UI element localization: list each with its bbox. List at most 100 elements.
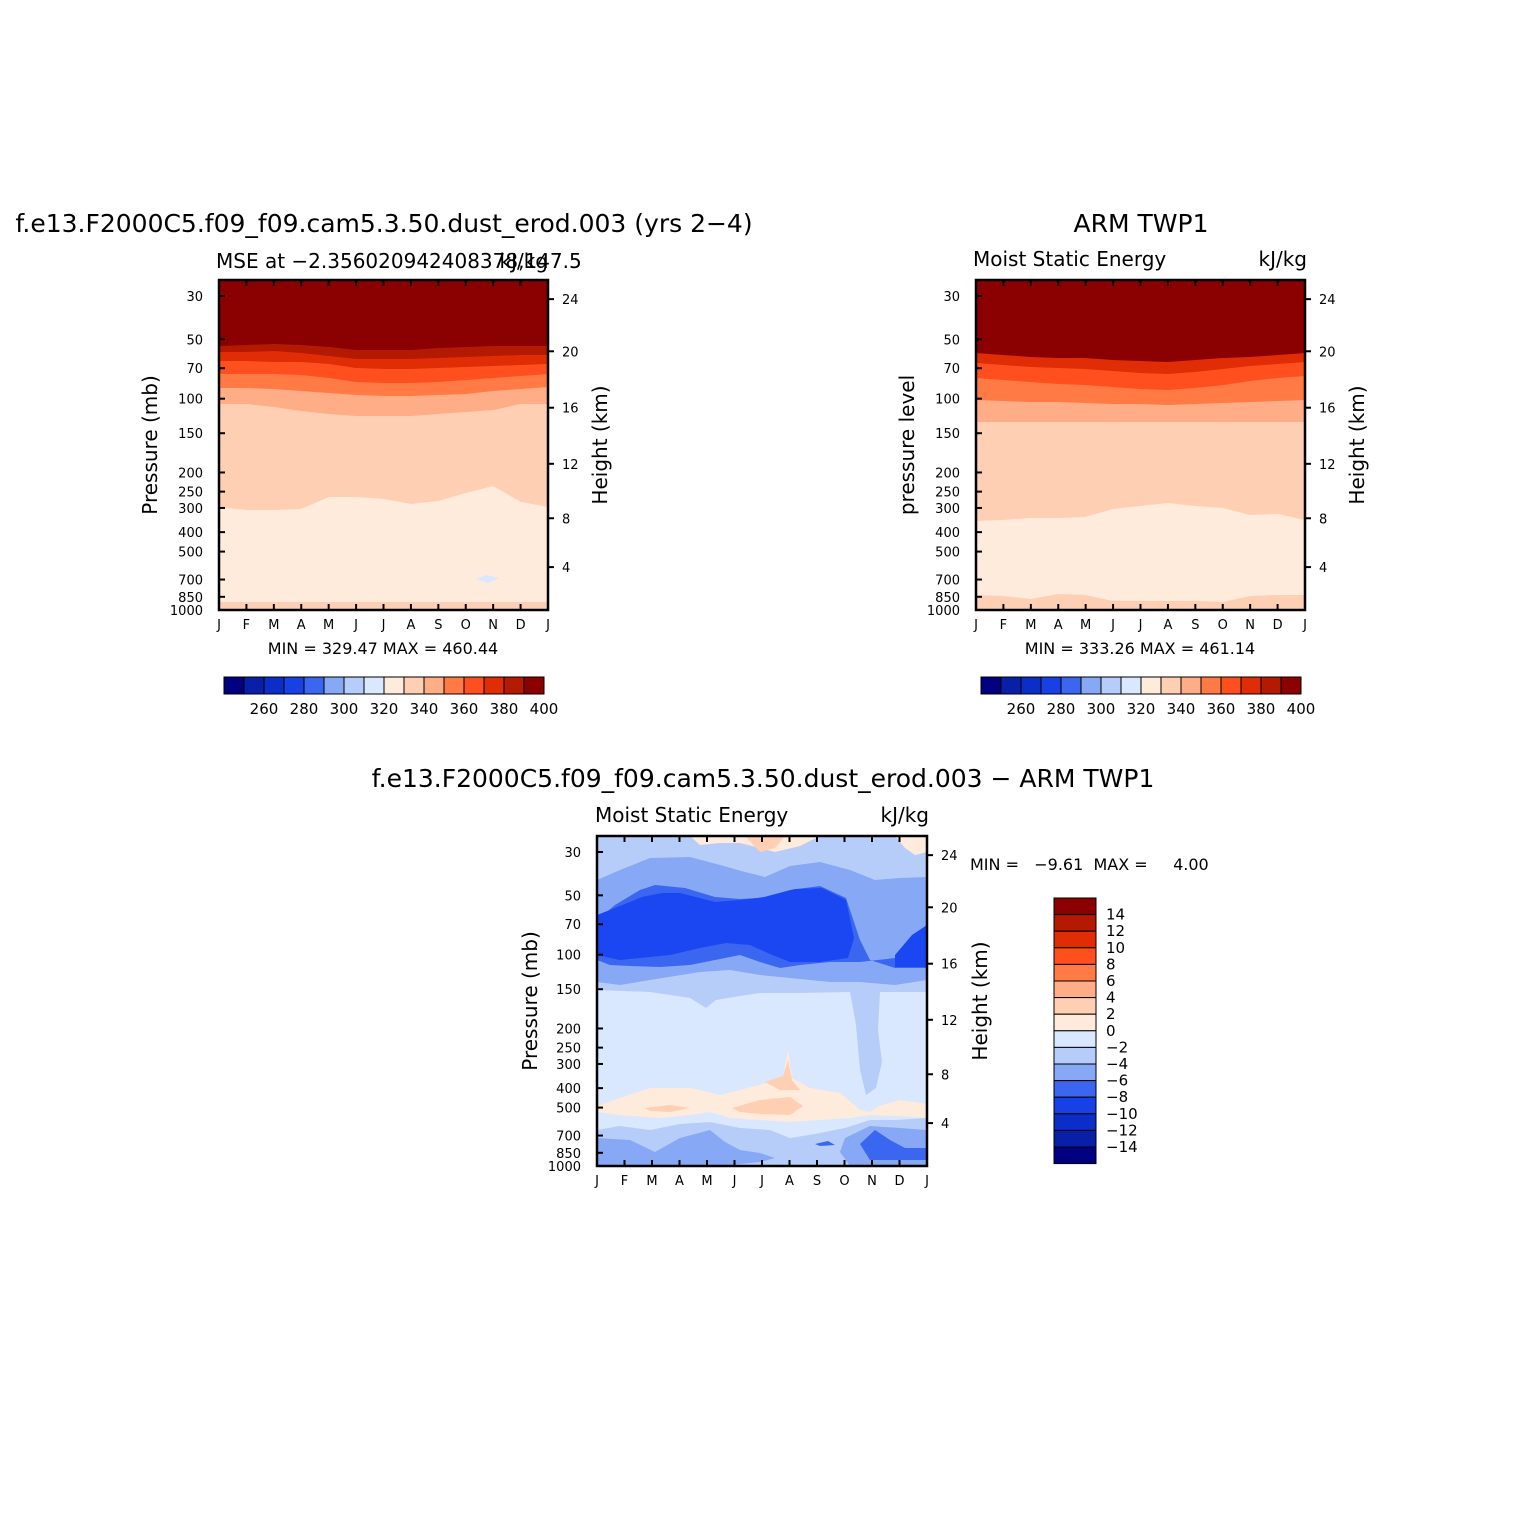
- x-tick-label: M: [701, 1174, 712, 1189]
- colorbar-swatch: [503, 676, 525, 695]
- x-tick-label: J: [732, 1174, 737, 1189]
- contour-fill-small-minimum: [476, 575, 499, 583]
- contour-fill-2-4: [765, 1060, 800, 1090]
- y-right-tick-label: 20: [941, 901, 958, 916]
- colorbar-swatch: [1053, 1146, 1097, 1165]
- y-tick-label: 300: [935, 502, 960, 517]
- x-tick-label: A: [1163, 618, 1172, 633]
- colorbar-swatch: [1053, 897, 1097, 916]
- contour-fill-neg10-neg8: [597, 888, 854, 962]
- colorbar-label: −8: [1106, 1088, 1128, 1106]
- colorbar-swatch: [423, 676, 445, 695]
- x-tick-label: A: [785, 1174, 794, 1189]
- colorbar-swatch: [483, 676, 505, 695]
- y-tick-label: 1000: [170, 604, 203, 619]
- y-tick-label: 700: [556, 1130, 581, 1145]
- colorbar-swatch: [1100, 676, 1122, 695]
- x-tick-label: J: [1302, 618, 1307, 633]
- colorbar-swatch: [343, 676, 365, 695]
- colorbar-label: 14: [1106, 906, 1125, 924]
- x-tick-label: O: [839, 1174, 849, 1189]
- y-tick-label: 400: [556, 1082, 581, 1097]
- colorbar-swatch: [1080, 676, 1102, 695]
- contour-fill-neg8-neg6: [860, 1130, 927, 1160]
- y-tick-label: 30: [186, 290, 203, 305]
- contour-fill-neg6-neg4: [597, 1130, 775, 1166]
- panel-title: ARM TWP1: [1074, 209, 1209, 238]
- colorbar-swatch: [443, 676, 465, 695]
- y-tick-label: 200: [556, 1022, 581, 1037]
- x-tick-label: J: [594, 1174, 599, 1189]
- y-tick-label: 30: [564, 846, 581, 861]
- y-tick-label: 500: [556, 1102, 581, 1117]
- colorbar-swatch: [1053, 997, 1097, 1015]
- y-tick-label: 300: [556, 1058, 581, 1073]
- colorbar-label: −6: [1106, 1072, 1128, 1090]
- colorbar-swatch: [1053, 1030, 1097, 1048]
- colorbar-swatch: [1053, 1046, 1097, 1065]
- x-tick-label: F: [1000, 618, 1007, 633]
- colorbar-swatch: [1200, 676, 1222, 695]
- y-tick-label: 150: [556, 983, 581, 998]
- x-tick-label: J: [1138, 618, 1143, 633]
- x-tick-label: J: [545, 618, 550, 633]
- colorbar-swatch: [1280, 676, 1302, 695]
- panel-subtitle-left: Moist Static Energy: [973, 247, 1166, 271]
- x-tick-label: S: [1191, 618, 1199, 633]
- y-tick-label: 250: [178, 486, 203, 501]
- x-tick-label: N: [867, 1174, 877, 1189]
- x-tick-label: O: [461, 618, 471, 633]
- colorbar-swatch: [1180, 676, 1202, 695]
- colorbar-label: 10: [1106, 939, 1125, 957]
- colorbar-swatch: [1140, 676, 1162, 695]
- y-right-tick-label: 12: [941, 1014, 958, 1029]
- colorbar-swatch: [1053, 980, 1097, 999]
- x-tick-label: J: [759, 1174, 764, 1189]
- panel-units-label: kJ/kg: [1259, 247, 1308, 271]
- contour-fill-2-4: [645, 1105, 690, 1112]
- y-tick-label: 1000: [927, 604, 960, 619]
- y-right-tick-label: 8: [941, 1068, 949, 1083]
- contour-field: [219, 280, 548, 610]
- x-tick-label: D: [1273, 618, 1283, 633]
- colorbar-swatch: [1053, 1129, 1097, 1148]
- x-tick-label: J: [973, 618, 978, 633]
- colorbar-label: 400: [530, 700, 559, 718]
- colorbar-swatch: [243, 676, 265, 695]
- contour-fill-400: [976, 280, 1305, 362]
- y-tick-label: 150: [178, 427, 203, 442]
- x-tick-label: M: [1080, 618, 1091, 633]
- y-axis-right-label: Height (km): [1345, 385, 1369, 504]
- contour-fill-2-4: [745, 836, 785, 852]
- y-right-tick-label: 4: [1319, 561, 1327, 576]
- y-tick-label: 70: [186, 362, 203, 377]
- y-tick-label: 50: [564, 889, 581, 904]
- contour-fill-2-4: [732, 1097, 803, 1115]
- y-tick-label: 50: [186, 333, 203, 348]
- colorbar-label: 12: [1106, 922, 1125, 940]
- colorbar-label: 380: [490, 700, 519, 718]
- colorbar-swatch: [303, 676, 325, 695]
- colorbar-label: 340: [1167, 700, 1196, 718]
- y-tick-label: 70: [564, 918, 581, 933]
- y-tick-label: 1000: [548, 1160, 581, 1175]
- colorbar-swatch: [1220, 676, 1242, 695]
- contour-fill-neg8-neg6: [815, 1141, 835, 1146]
- x-tick-label: D: [894, 1174, 904, 1189]
- colorbar-swatch: [1053, 930, 1097, 949]
- y-tick-label: 30: [943, 290, 960, 305]
- x-tick-label: S: [434, 618, 442, 633]
- panel-diff: f.e13.F2000C5.f09_f09.cam5.3.50.dust_ero…: [372, 764, 1209, 1189]
- y-tick-label: 50: [943, 333, 960, 348]
- y-tick-label: 400: [178, 526, 203, 541]
- y-right-tick-label: 24: [941, 849, 958, 864]
- y-right-tick-label: 12: [1319, 458, 1336, 473]
- y-right-tick-label: 20: [1319, 345, 1336, 360]
- colorbar-label: 0: [1106, 1022, 1116, 1040]
- min-max-label: MIN = 329.47 MAX = 460.44: [268, 639, 498, 658]
- y-tick-label: 400: [935, 526, 960, 541]
- y-right-tick-label: 4: [941, 1117, 949, 1132]
- colorbar-label: 280: [1047, 700, 1076, 718]
